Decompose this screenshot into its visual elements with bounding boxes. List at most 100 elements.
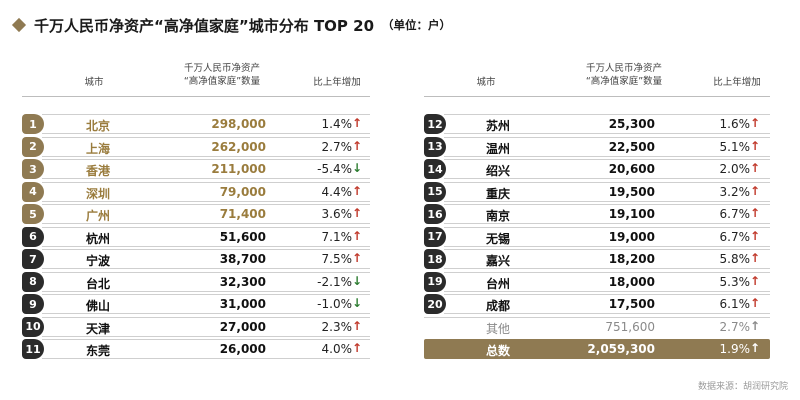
- rank-badge: 10: [22, 316, 44, 337]
- city-name: 苏州: [486, 119, 511, 133]
- header-divider: [22, 96, 370, 97]
- growth-rate: 1.4%: [321, 117, 353, 131]
- arrow-up-icon: ↑: [749, 206, 760, 220]
- rank-badge: 19: [424, 271, 446, 292]
- table-row: 5 广州 71,400 3.6% ↑: [22, 204, 370, 224]
- rank-badge: 2: [22, 136, 44, 157]
- table-row: 15 重庆 19,500 3.2% ↑: [424, 181, 770, 202]
- household-count: 20,600: [608, 162, 655, 176]
- header-count-line2: “高净值家庭”数量: [183, 76, 261, 87]
- city-name: 无锡: [486, 231, 511, 246]
- arrow-up-icon: ↑: [749, 228, 760, 243]
- growth-rate: 7.1%: [321, 229, 353, 244]
- growth-rate: 3.6%: [321, 207, 353, 221]
- arrow-up-icon: ↑: [749, 296, 760, 310]
- rank-badge: 16: [424, 204, 446, 224]
- household-count: 17,500: [608, 297, 655, 311]
- header-count-line2: “高净值家庭”数量: [585, 76, 663, 87]
- rank-badge: 7: [22, 249, 44, 269]
- header-count: 千万人民币净资产 “高净值家庭”数量: [172, 62, 272, 88]
- household-count: 18,000: [608, 274, 655, 289]
- table-row: 4 深圳 79,000 4.4% ↑: [22, 181, 370, 202]
- city-name: 嘉兴: [486, 254, 511, 268]
- growth-rate: 2.0%: [719, 162, 751, 176]
- row-divider: [42, 226, 370, 247]
- city-name: 北京: [86, 119, 111, 133]
- city-name: 上海: [86, 141, 111, 156]
- table-row: 6 杭州 51,600 7.1% ↑: [22, 226, 370, 247]
- growth-rate: 6.7%: [719, 229, 751, 244]
- row-divider: [42, 114, 370, 134]
- header-city: 城市: [84, 77, 104, 88]
- city-name: 杭州: [86, 231, 111, 246]
- left-table-header: 城市 千万人民币净资产 “高净值家庭”数量 比上年增加: [22, 62, 370, 96]
- row-divider: [444, 204, 770, 224]
- table-row: 12 苏州 25,300 1.6% ↑: [424, 114, 770, 134]
- row-divider: [444, 181, 770, 202]
- arrow-up-icon: ↑: [351, 341, 362, 355]
- growth-rate: 2.3%: [321, 319, 353, 334]
- table-row: 8 台北 32,300 -2.1% ↓: [22, 271, 370, 292]
- row-divider: [42, 159, 370, 179]
- household-count: 31,000: [219, 297, 266, 311]
- table-row: 1 北京 298,000 1.4% ↑: [22, 114, 370, 134]
- other-label: 其他: [486, 321, 511, 336]
- household-count: 26,000: [219, 342, 266, 356]
- rank-badge: 11: [22, 339, 44, 359]
- row-divider: [444, 159, 770, 179]
- city-name: 重庆: [486, 186, 511, 201]
- row-divider: [42, 294, 370, 314]
- table-row: 3 香港 211,000 -5.4% ↓: [22, 159, 370, 179]
- row-divider: [444, 249, 770, 269]
- row-divider: [42, 181, 370, 202]
- growth-rate: -2.1%: [317, 274, 352, 289]
- city-name: 佛山: [86, 299, 111, 313]
- table-row: 16 南京 19,100 6.7% ↑: [424, 204, 770, 224]
- other-row: 其他 751,600 2.7% ↑: [424, 316, 770, 337]
- arrow-up-icon: ↑: [749, 138, 760, 153]
- arrow-up-icon: ↑: [749, 273, 760, 288]
- growth-rate: -1.0%: [317, 297, 352, 311]
- city-name: 香港: [86, 164, 111, 178]
- growth-rate: 4.4%: [321, 184, 353, 199]
- city-name: 成都: [486, 299, 511, 313]
- household-count: 79,000: [219, 184, 266, 199]
- page-title: 千万人民币净资产“高净值家庭”城市分布 TOP 20 （单位：户）: [10, 14, 451, 36]
- arrow-up-icon: ↑: [351, 251, 362, 265]
- header-count-line1: 千万人民币净资产: [585, 63, 662, 74]
- growth-rate: 3.2%: [719, 184, 751, 199]
- growth-rate: 5.8%: [719, 252, 751, 266]
- household-count: 32,300: [219, 274, 266, 289]
- growth-rate: 4.0%: [321, 342, 353, 356]
- arrow-up-icon: ↑: [749, 183, 760, 198]
- row-divider: [42, 271, 370, 292]
- city-name: 绍兴: [486, 164, 511, 178]
- city-name: 天津: [86, 321, 111, 336]
- city-name: 广州: [86, 209, 111, 223]
- title-unit: （单位：户）: [382, 18, 452, 32]
- header-city: 城市: [476, 77, 496, 88]
- growth-rate: 2.7%: [321, 139, 353, 154]
- total-count: 2,059,300: [587, 342, 655, 356]
- data-source: 数据来源：胡润研究院: [697, 382, 788, 392]
- arrow-up-icon: ↑: [749, 161, 760, 175]
- rank-badge: 5: [22, 204, 44, 224]
- table-row: 17 无锡 19,000 6.7% ↑: [424, 226, 770, 247]
- rank-badge: 4: [22, 181, 44, 202]
- right-rows: 12 苏州 25,300 1.6% ↑ 13 温州 22,500 5.1% ↑ 14 绍兴 20,600…: [424, 114, 770, 362]
- growth-rate: 7.5%: [321, 252, 353, 266]
- table-row: 13 温州 22,500 5.1% ↑: [424, 136, 770, 157]
- household-count: 19,100: [608, 207, 655, 221]
- growth-rate: 5.3%: [719, 274, 751, 289]
- rank-badge: 3: [22, 159, 44, 179]
- row-divider: [42, 204, 370, 224]
- rank-badge: 15: [424, 181, 446, 202]
- household-count: 38,700: [219, 252, 266, 266]
- household-count: 22,500: [608, 139, 655, 154]
- city-name: 深圳: [86, 186, 111, 201]
- header-growth: 比上年增加: [313, 77, 361, 88]
- rank-badge: 14: [424, 159, 446, 179]
- arrow-up-icon: ↑: [351, 183, 362, 198]
- right-table-header: 城市 千万人民币净资产 “高净值家庭”数量 比上年增加: [424, 62, 770, 96]
- household-count: 18,200: [608, 252, 655, 266]
